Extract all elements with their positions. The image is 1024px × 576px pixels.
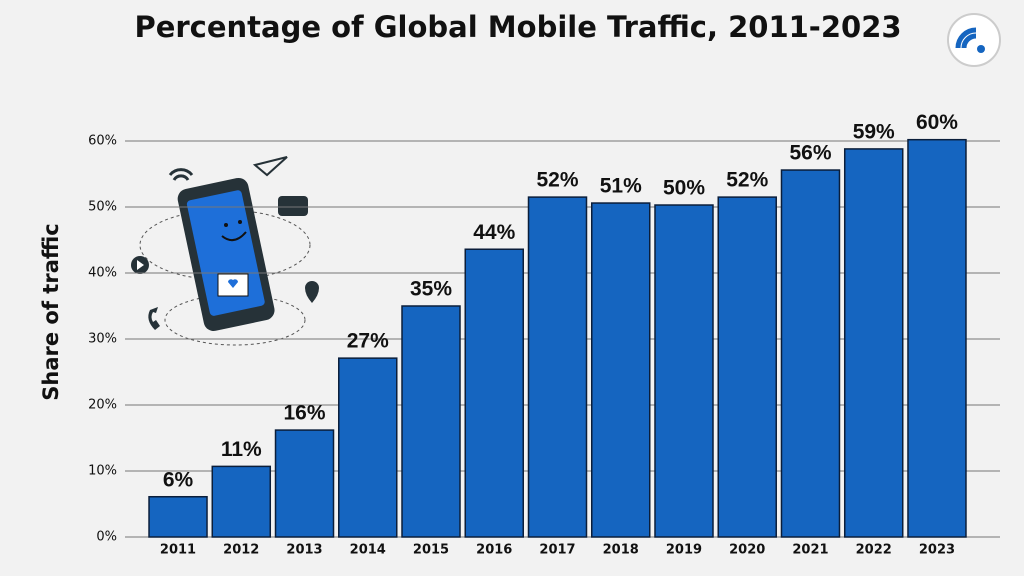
bar (401, 305, 461, 538)
y-tick-label: 30% (88, 332, 117, 347)
bar (338, 357, 398, 538)
value-label: 35% (410, 278, 452, 301)
value-label: 6% (163, 468, 194, 491)
y-tick-label: 60% (88, 134, 117, 149)
y-tick-label: 0% (96, 530, 117, 545)
y-tick-label: 40% (88, 266, 117, 281)
value-label: 50% (663, 177, 705, 200)
bar (843, 148, 904, 538)
x-tick-label: 2019 (666, 543, 702, 558)
logo (947, 13, 1001, 67)
value-label: 59% (853, 120, 895, 143)
x-tick-label: 2012 (223, 543, 259, 558)
bar (907, 138, 967, 538)
phone-illustration (131, 156, 319, 346)
value-label: 16% (283, 402, 325, 425)
value-label: 52% (726, 169, 768, 192)
x-tick-label: 2017 (539, 543, 575, 558)
bar (148, 495, 208, 538)
value-label: 11% (221, 438, 262, 461)
value-label: 60% (916, 111, 958, 134)
x-tick-label: 2011 (160, 543, 196, 558)
x-tick-label: 2018 (603, 543, 639, 558)
bar (780, 169, 841, 538)
bar (274, 429, 335, 538)
x-tick-label: 2014 (350, 543, 386, 558)
bar (654, 204, 714, 538)
bar (211, 465, 272, 538)
y-tick-label: 50% (88, 200, 117, 215)
x-tick-label: 2016 (476, 543, 512, 558)
y-axis-title: Share of traffic (39, 223, 63, 400)
value-label: 44% (473, 221, 515, 244)
value-label: 27% (347, 330, 389, 353)
y-tick-label: 20% (88, 398, 117, 413)
value-label: 52% (536, 169, 578, 192)
value-label: 56% (789, 142, 831, 165)
x-tick-label: 2015 (413, 543, 449, 558)
x-tick-label: 2021 (792, 543, 828, 558)
bar (590, 202, 651, 538)
x-tick-label: 2013 (286, 543, 322, 558)
x-tick-label: 2022 (856, 543, 892, 558)
value-label: 51% (600, 175, 642, 198)
y-tick-label: 10% (88, 464, 117, 479)
bar (464, 248, 525, 538)
x-tick-label: 2020 (729, 543, 765, 558)
chart-title: Percentage of Global Mobile Traffic, 201… (134, 10, 901, 44)
bar (717, 196, 777, 538)
x-tick-label: 2023 (919, 543, 955, 558)
bar (527, 196, 588, 538)
